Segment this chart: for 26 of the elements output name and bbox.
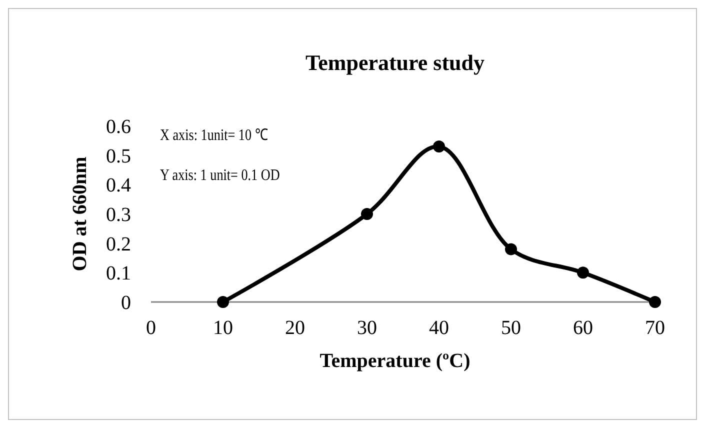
x-tick-label: 20 [285, 317, 305, 339]
y-axis-title: OD at 660nm [69, 156, 91, 272]
x-tick-label: 50 [501, 317, 521, 339]
x-tick-label: 60 [573, 317, 593, 339]
y-tick-label: 0.1 [106, 262, 131, 285]
x-tick-label: 0 [146, 317, 156, 339]
point [649, 296, 661, 308]
y-tick-label: 0 [121, 292, 131, 314]
x-tick-label: 40 [429, 317, 449, 339]
chart-title: Temperature study [305, 50, 485, 75]
y-tick-label: 0.5 [106, 145, 131, 168]
point [217, 296, 229, 308]
point [577, 266, 589, 279]
annotation: X axis: 1unit= 10 ℃ [160, 126, 268, 144]
x-tick-label: 70 [645, 317, 665, 339]
point [505, 243, 517, 256]
point [433, 140, 445, 153]
x-tick-label: 10 [213, 317, 233, 339]
x-axis-title: Temperature (ºC) [320, 350, 470, 372]
y-tick-label: 0.4 [106, 174, 131, 197]
x-tick-label: 30 [357, 317, 377, 339]
point [361, 208, 373, 220]
y-tick-label: 0.3 [106, 204, 131, 226]
annotation: Y axis: 1 unit= 0.1 OD [160, 166, 280, 184]
y-tick-label: 0.2 [106, 233, 131, 256]
y-tick-label: 0.6 [106, 116, 131, 138]
